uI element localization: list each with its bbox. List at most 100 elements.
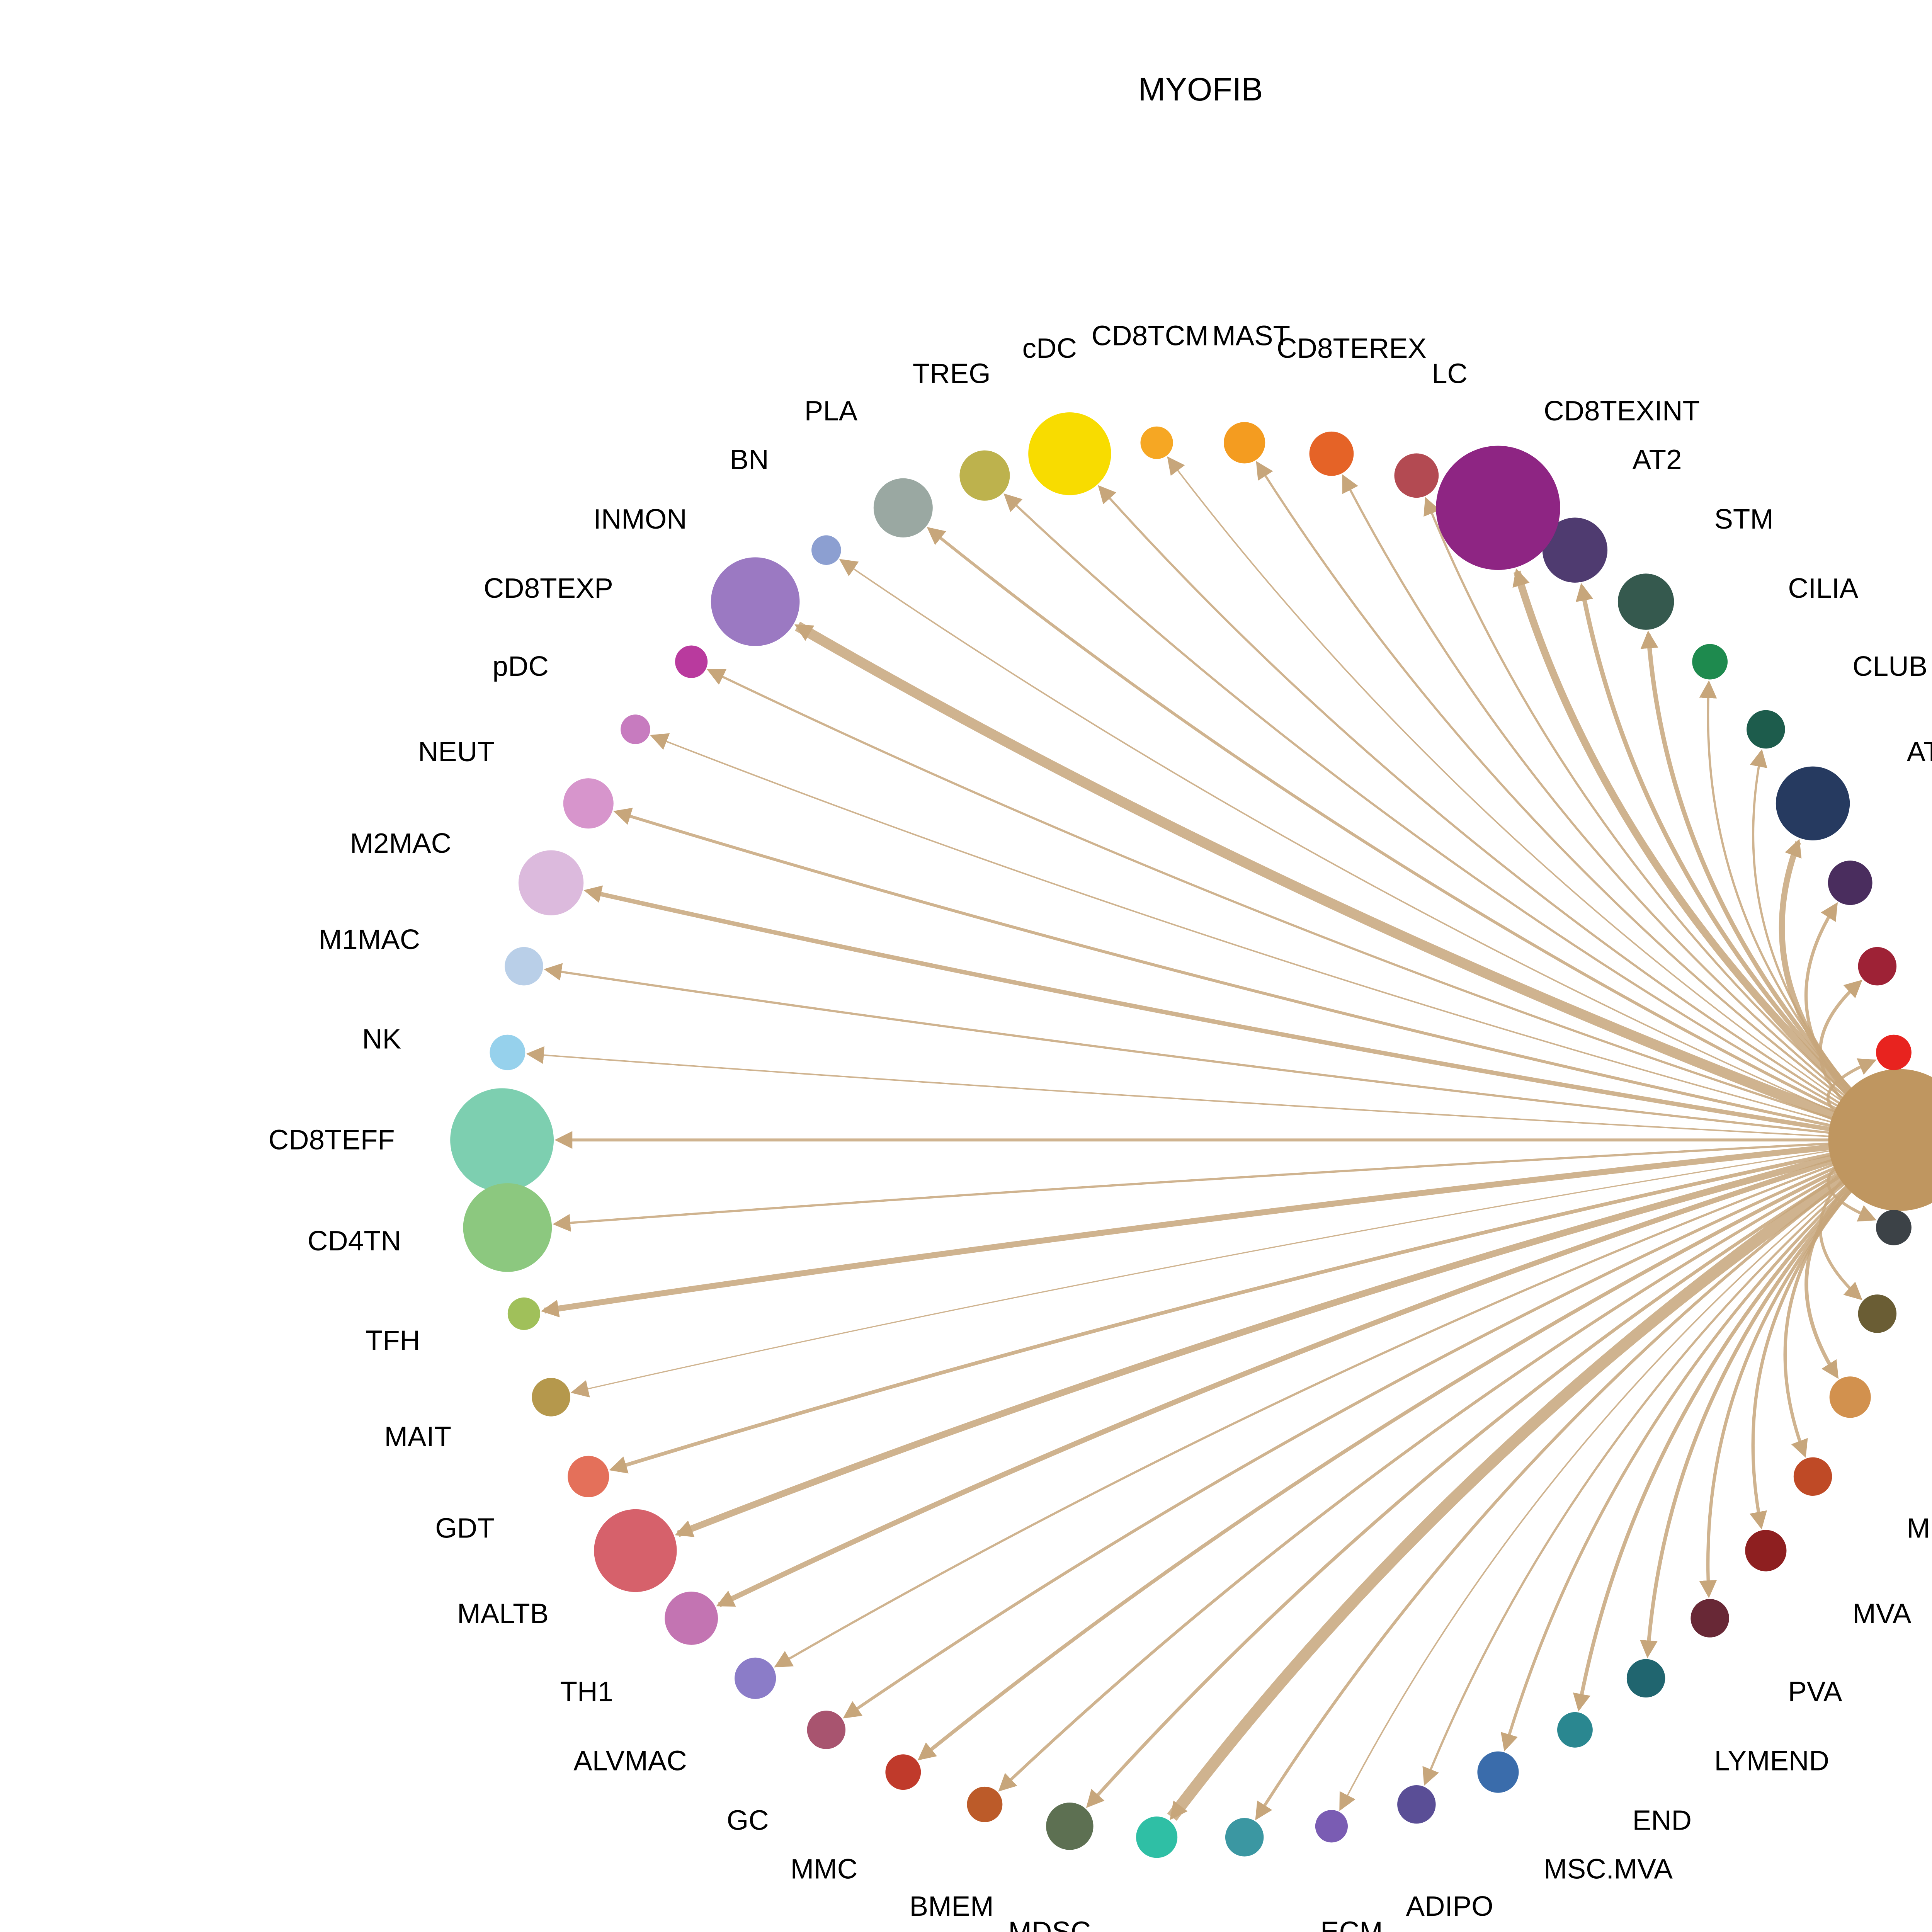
- node-PERI: [1225, 1818, 1264, 1857]
- node-label-CD8TCM: CD8TCM: [1092, 320, 1209, 351]
- node-ECM: [1315, 1810, 1348, 1843]
- node-CD8TEXINT: [1436, 446, 1560, 570]
- edge-MYOFIB-to-NEUT: [613, 808, 1900, 1142]
- edge-MYOFIB-to-BMEM: [998, 1138, 1900, 1792]
- nodes-layer: [450, 412, 1932, 1858]
- node-label-MDSC: MDSC: [1008, 1916, 1091, 1932]
- node-MSC.MVA: [1477, 1751, 1519, 1793]
- edge-MYOFIB-to-BN: [839, 559, 1900, 1141]
- node-label-NEUT: NEUT: [418, 736, 495, 767]
- node-MAIT: [532, 1378, 570, 1417]
- edges-layer: [526, 456, 1903, 1821]
- edge-MYOFIB-to-INMON: [794, 621, 1901, 1145]
- node-label-CD8TEXINT: CD8TEXINT: [1544, 395, 1700, 427]
- node-MYOFIB: [1828, 1069, 1932, 1211]
- node-AT2: [1542, 517, 1608, 583]
- labels-layer: MYOFIBAT2LABPBASAT1CLUBCILIASTMAT2CD8TEX…: [269, 320, 1932, 1932]
- node-GC: [807, 1711, 846, 1749]
- node-ADIPO: [1397, 1785, 1436, 1824]
- node-label-INMON: INMON: [594, 503, 687, 535]
- node-TREG: [959, 450, 1010, 501]
- node-MEGA: [1793, 1457, 1832, 1496]
- node-label-LYMEND: LYMEND: [1714, 1745, 1829, 1777]
- node-label-MSC.ADIPO: MSC.ADIPO: [1071, 1929, 1229, 1932]
- edge-MYOFIB-to-pDC: [650, 733, 1900, 1141]
- node-label-LC: LC: [1432, 358, 1468, 389]
- node-CLUB: [1747, 710, 1785, 749]
- node-label-pDC: pDC: [493, 651, 549, 682]
- edge-MYOFIB-to-CD8TEXP: [707, 669, 1900, 1141]
- edge-MYOFIB-to-MAST: [1256, 461, 1900, 1141]
- edge-MYOFIB-to-MSC.ADIPO: [1167, 1135, 1903, 1821]
- node-ABP: [1858, 947, 1897, 986]
- node-TFH: [507, 1297, 541, 1330]
- node-label-AT2: AT2: [1633, 444, 1682, 475]
- node-label-MAST: MAST: [1212, 320, 1290, 351]
- node-BMEM: [967, 1786, 1003, 1822]
- node-CD8TEREX: [1309, 431, 1354, 476]
- node-MAST: [1224, 422, 1265, 464]
- node-label-MALTB: MALTB: [457, 1598, 549, 1629]
- node-label-cDC: cDC: [1022, 333, 1077, 364]
- node-CD4TN: [463, 1183, 552, 1272]
- node-BAS: [1828, 861, 1872, 905]
- node-MSC.ADIPO: [1136, 1816, 1178, 1858]
- node-label-AT1: AT1: [1907, 736, 1932, 767]
- edge-MYOFIB-to-END: [1573, 1138, 1901, 1712]
- edge-MYOFIB-to-GC: [843, 1138, 1900, 1719]
- node-CD8TEXP: [675, 645, 708, 678]
- edge-MYOFIB-to-M1MAC: [544, 963, 1900, 1141]
- node-label-MEGA: MEGA: [1907, 1512, 1932, 1544]
- edge-MYOFIB-to-CD4TN: [553, 1139, 1900, 1232]
- node-label-PERI: PERI: [1218, 1929, 1284, 1932]
- edge-MYOFIB-to-MSC.MVA: [1501, 1139, 1900, 1752]
- edge-MYOFIB-to-TFH: [541, 1137, 1900, 1318]
- node-label-MAIT: MAIT: [384, 1421, 451, 1452]
- edge-MYOFIB-to-M2MAC: [583, 885, 1900, 1142]
- node-FIB: [1829, 1376, 1871, 1418]
- node-CILIA: [1692, 644, 1728, 680]
- node-label-MMC: MMC: [791, 1854, 858, 1885]
- node-label-M1MAC: M1MAC: [319, 924, 420, 955]
- node-label-TH1: TH1: [560, 1676, 613, 1707]
- edge-MYOFIB-to-CILIA: [1699, 680, 1900, 1141]
- node-CD8TCM: [1140, 426, 1173, 459]
- node-ICAF: [1876, 1209, 1912, 1245]
- node-label-PLA: PLA: [804, 395, 858, 427]
- edge-MYOFIB-to-CD8TEREX: [1342, 474, 1900, 1141]
- edge-MYOFIB-to-PLA: [927, 527, 1900, 1141]
- node-label-MSC.MVA: MSC.MVA: [1544, 1854, 1673, 1885]
- node-MALTB: [594, 1509, 677, 1592]
- node-CD8TEFF: [450, 1088, 554, 1192]
- node-AT1: [1776, 766, 1850, 840]
- node-label-BN: BN: [730, 444, 769, 475]
- node-BN: [811, 535, 841, 565]
- edge-MYOFIB-to-MAIT: [570, 1139, 1900, 1398]
- node-INMON: [711, 557, 800, 646]
- edge-MYOFIB-to-ADIPO: [1422, 1139, 1900, 1786]
- node-LYMEND: [1626, 1659, 1665, 1698]
- node-label-ADIPO: ADIPO: [1406, 1891, 1493, 1922]
- node-M1MAC: [505, 947, 543, 986]
- node-MMC: [885, 1754, 921, 1790]
- node-M2MAC: [518, 850, 584, 915]
- node-ALVMAC: [735, 1657, 776, 1699]
- edge-MYOFIB-to-PERI: [1255, 1139, 1900, 1820]
- node-NK: [490, 1034, 526, 1070]
- node-label-GDT: GDT: [435, 1512, 494, 1544]
- node-MDSC: [1046, 1803, 1094, 1850]
- edge-MYOFIB-to-ALVMAC: [774, 1139, 1900, 1668]
- edge-MYOFIB-to-CD8TEXINT: [1512, 568, 1902, 1143]
- node-label-ALVMAC: ALVMAC: [573, 1745, 687, 1777]
- node-label-NK: NK: [362, 1023, 401, 1054]
- edge-MYOFIB-to-ECM: [1339, 1139, 1900, 1811]
- node-INCAF: [1858, 1294, 1897, 1333]
- node-PVA: [1690, 1599, 1729, 1638]
- edge-MYOFIB-to-MALTB: [675, 1136, 1900, 1537]
- node-label-CLUB: CLUB: [1852, 651, 1927, 682]
- node-NEUT: [563, 778, 614, 829]
- node-label-ECM: ECM: [1320, 1916, 1383, 1932]
- node-PLA: [873, 478, 933, 537]
- edge-MYOFIB-to-TH1: [716, 1137, 1900, 1607]
